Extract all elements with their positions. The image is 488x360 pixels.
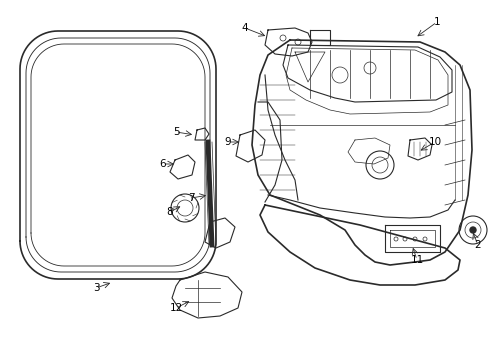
Text: 6: 6 xyxy=(160,159,166,169)
Text: 3: 3 xyxy=(93,283,99,293)
Text: 9: 9 xyxy=(224,137,231,147)
Text: 11: 11 xyxy=(409,255,423,265)
Text: 1: 1 xyxy=(433,17,439,27)
Circle shape xyxy=(469,227,475,233)
Text: 2: 2 xyxy=(474,240,480,250)
Text: 4: 4 xyxy=(241,23,248,33)
Text: 12: 12 xyxy=(169,303,182,313)
Text: 5: 5 xyxy=(172,127,179,137)
Text: 10: 10 xyxy=(427,137,441,147)
Text: 8: 8 xyxy=(166,207,173,217)
Text: 7: 7 xyxy=(187,193,194,203)
